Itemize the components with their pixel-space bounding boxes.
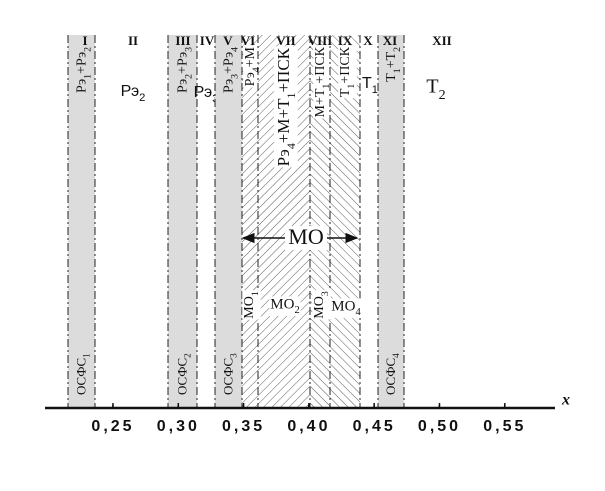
tick-label: 0,30 [157,418,200,435]
tick-label: 0,35 [222,418,265,435]
band-label: Рэ4+М [243,46,262,86]
label-bg [338,45,357,99]
mo-label-bg [285,226,327,250]
mo-part: МО2 [270,296,299,315]
tick-label: 0,40 [287,418,330,435]
label-bg [313,45,332,119]
axis-label: x [561,392,570,409]
band-label: Рэ2 [121,83,146,104]
mo-label: МО [288,224,323,249]
phase-label: ОСФС1 [73,353,91,395]
band-numeral: IX [338,33,353,48]
band-numeral: VII [276,33,296,48]
band-fill [168,35,197,408]
label-bg [243,45,262,88]
band-fill [68,35,95,408]
band-numeral: IV [200,33,215,48]
tick-label: 0,25 [91,418,134,435]
band-numeral: XII [432,33,452,48]
phase-label: ОСФС3 [220,353,238,395]
band-label: Рэ2+Рэ3 [176,47,195,93]
band-numeral: III [175,33,190,48]
tick-label: 0,45 [353,418,396,435]
band-numeral: XI [383,33,397,48]
mo-part-bg [312,290,331,320]
tick-label: 0,55 [483,418,526,435]
band-numeral: I [82,33,87,48]
band-label: Рэ3+Рэ4 [222,47,241,93]
band-fill [378,35,404,408]
band-numeral: V [223,33,233,48]
phase-label: ОСФС4 [383,353,401,395]
band-numeral: X [363,33,373,48]
mo-part: МО3 [312,291,331,319]
band-label: Т1+ПСК [338,46,357,97]
band-label: Рэ4+М+Т1+ПСК [274,47,298,166]
mo-part: МО1 [242,291,261,319]
band-label: Рэ1+Рэ2 [75,47,94,93]
band-fill [215,35,242,408]
band-numeral: VIII [308,33,333,48]
bands: IРэ1+Рэ2ОСФС1IIРэ2IIIРэ2+Рэ3ОСФС2IVРэ3VР… [67,33,452,408]
phase-label: ОСФС2 [174,353,192,395]
band-label: М+Т1+ПСК [313,46,332,117]
mo-part-bg [330,298,363,318]
band-label: Т2 [426,76,445,103]
mo-part-bg [242,290,261,320]
mo-part-bg [269,296,301,316]
mo-part: МО4 [331,298,361,317]
label-bg [273,46,298,168]
band-numeral: II [128,33,138,48]
band-label: Т1 [362,75,378,96]
band-numeral: VI [241,33,255,48]
band-fill [242,35,258,408]
tick-label: 0,50 [418,418,461,435]
